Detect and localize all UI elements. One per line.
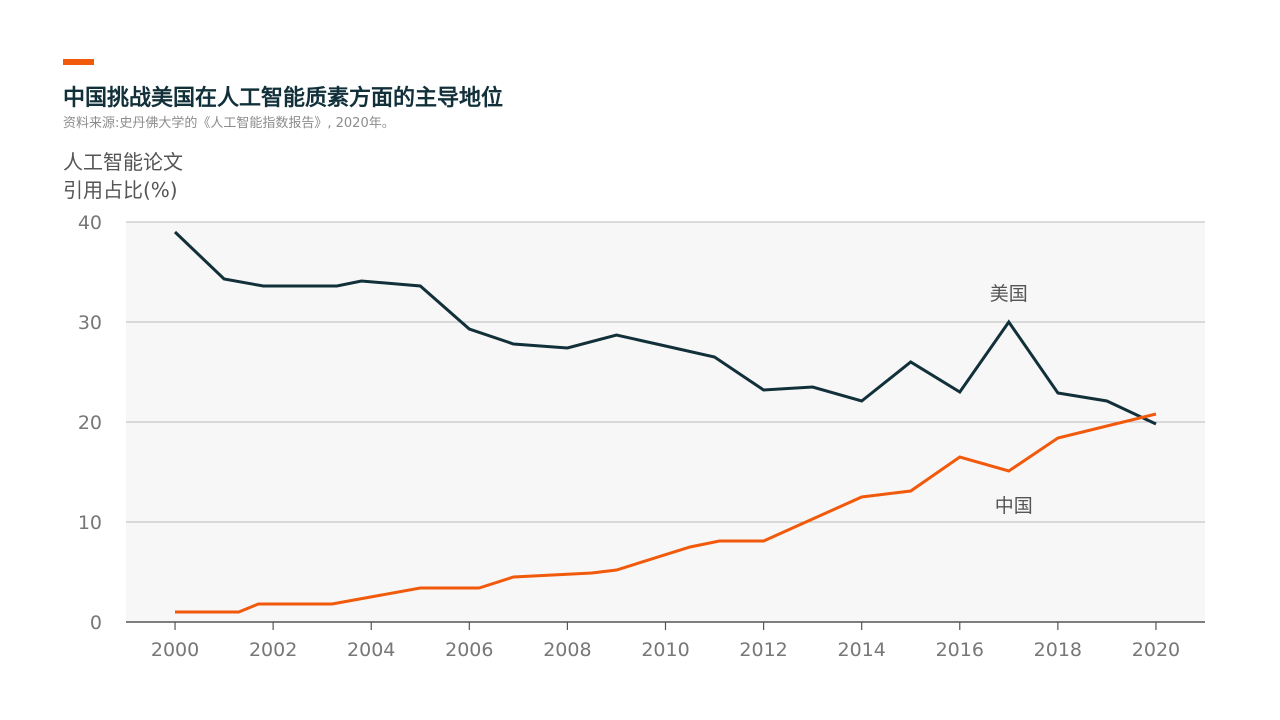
y-tick-label-20: 20 <box>78 412 102 434</box>
x-tick-label-2000: 2000 <box>151 639 199 661</box>
x-tick-label-2008: 2008 <box>543 639 591 661</box>
chart-source: 资料来源:史丹佛大学的《人工智能指数报告》, 2020年。 <box>63 116 395 131</box>
y-axis-label-line-1: 人工智能论文 <box>63 150 183 174</box>
x-tick-label-2014: 2014 <box>838 639 886 661</box>
series-label-china: 中国 <box>995 495 1033 517</box>
accent-bar <box>63 59 94 65</box>
y-tick-label-30: 30 <box>78 312 102 334</box>
y-tick-label-10: 10 <box>78 512 102 534</box>
y-tick-label-40: 40 <box>78 212 102 234</box>
x-tick-label-2004: 2004 <box>347 639 395 661</box>
x-tick-label-2006: 2006 <box>445 639 493 661</box>
series-label-us: 美国 <box>990 283 1028 305</box>
y-axis-label: 人工智能论文 引用占比(%) <box>63 148 183 204</box>
y-tick-label-0: 0 <box>90 612 102 634</box>
y-axis-label-line-2: 引用占比(%) <box>63 178 178 202</box>
x-tick-label-2012: 2012 <box>739 639 787 661</box>
x-tick-label-2020: 2020 <box>1132 639 1180 661</box>
x-tick-label-2016: 2016 <box>936 639 984 661</box>
x-tick-label-2002: 2002 <box>249 639 297 661</box>
x-tick-label-2018: 2018 <box>1034 639 1082 661</box>
series-line-us <box>173 230 1157 426</box>
series-line-china <box>175 412 1157 614</box>
x-tick-label-2010: 2010 <box>641 639 689 661</box>
chart-title: 中国挑战美国在人工智能质素方面的主导地位 <box>63 86 504 111</box>
